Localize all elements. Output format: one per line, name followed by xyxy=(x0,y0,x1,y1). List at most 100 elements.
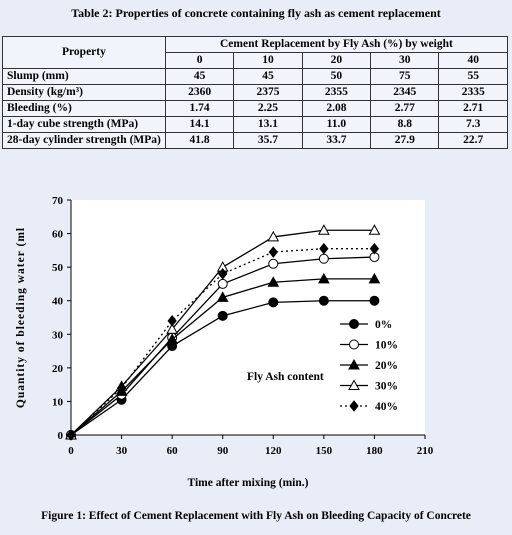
data-point xyxy=(318,272,330,284)
table-cell: 2.77 xyxy=(370,100,440,117)
table-cell: 50 xyxy=(301,68,372,85)
y-tick-label: 60 xyxy=(52,229,64,241)
x-axis-label: Time after mixing (min.) xyxy=(188,477,309,489)
table-cell: 55 xyxy=(438,68,508,85)
table-row: Density (kg/m³) 2360 2375 2355 2345 2335 xyxy=(2,84,508,101)
table-cell: 2345 xyxy=(370,84,440,101)
legend-label: 40% xyxy=(375,401,398,413)
bleeding-chart: 0 30 60 90 120 150 180 210 0 10 20 30 40 50 60 70 Time a… xyxy=(0,186,512,506)
x-tick-label: 60 xyxy=(167,445,179,457)
table-cell: 7.3 xyxy=(438,116,508,133)
legend-marker xyxy=(348,358,360,370)
table-cell: 41.8 xyxy=(164,132,235,149)
legend-label: 0% xyxy=(375,319,392,331)
level-header: 40 xyxy=(438,52,508,69)
y-tick-label: 0 xyxy=(58,430,64,442)
data-point xyxy=(66,429,76,441)
legend-label: 20% xyxy=(375,360,398,372)
table-cell: 35.7 xyxy=(233,132,303,149)
data-point xyxy=(268,258,279,269)
table-row: Bleeding (%) 1.74 2.25 2.08 2.77 2.71 xyxy=(2,100,508,117)
replacement-group-header: Cement Replacement by Fly Ash (%) by wei… xyxy=(164,36,509,53)
data-point xyxy=(369,242,380,255)
row-label: 1-day cube strength (MPa) xyxy=(2,116,166,133)
data-point xyxy=(318,224,330,235)
legend-title: Fly Ash content xyxy=(247,371,324,383)
table-cell: 2.08 xyxy=(301,100,372,117)
table-cell: 33.7 xyxy=(301,132,372,149)
legend-label: 30% xyxy=(375,381,398,393)
properties-table: Property Cement Replacement by Fly Ash (… xyxy=(2,36,509,149)
table-title: Table 2: Properties of concrete containi… xyxy=(71,6,441,20)
table-row: 1-day cube strength (MPa) 14.1 13.1 11.0… xyxy=(2,116,508,133)
property-header: Property xyxy=(2,36,166,69)
y-tick-label: 40 xyxy=(52,296,64,308)
level-header: 0 xyxy=(164,52,235,69)
data-point xyxy=(369,295,380,306)
table-cell: 2.25 xyxy=(233,100,303,117)
data-point xyxy=(268,297,279,308)
y-tick-label: 20 xyxy=(52,363,64,375)
x-tick-label: 120 xyxy=(265,445,282,457)
chart-svg: 0 30 60 90 120 150 180 210 0 10 20 30 40 50 60 70 Time a… xyxy=(15,195,434,489)
data-point xyxy=(116,382,127,394)
table-cell: 2360 xyxy=(164,84,235,101)
x-tick-label: 210 xyxy=(417,445,434,457)
y-tick-label: 30 xyxy=(52,329,64,341)
table-cell: 75 xyxy=(370,68,440,85)
data-point xyxy=(218,268,228,280)
table-row: Slump (mm) 45 45 50 75 55 xyxy=(2,68,508,85)
table-cell: 2.71 xyxy=(438,100,508,117)
table-cell: 27.9 xyxy=(370,132,440,149)
x-tick-label: 0 xyxy=(68,445,74,457)
level-header: 20 xyxy=(301,52,372,69)
table-cell: 2355 xyxy=(301,84,372,101)
x-tick-label: 150 xyxy=(316,445,333,457)
legend-marker xyxy=(348,379,360,390)
table-cell: 45 xyxy=(233,68,303,85)
data-point xyxy=(268,246,278,258)
x-tick-label: 30 xyxy=(116,445,128,457)
row-label: Slump (mm) xyxy=(2,68,166,85)
table-cell: 22.7 xyxy=(438,132,508,149)
table-header-row: Property Cement Replacement by Fly Ash (… xyxy=(2,36,509,69)
legend-marker xyxy=(349,339,359,350)
legend-marker xyxy=(349,319,359,329)
data-point xyxy=(166,323,178,334)
data-point xyxy=(368,224,381,235)
levels-row: 0 10 20 30 40 xyxy=(3,52,508,69)
x-tick-label: 90 xyxy=(217,445,229,457)
row-label: Density (kg/m³) xyxy=(2,84,166,101)
data-point xyxy=(167,315,177,327)
data-point xyxy=(318,253,329,264)
data-point xyxy=(319,242,329,255)
data-point xyxy=(217,278,228,289)
y-tick-label: 70 xyxy=(52,195,64,207)
table-cell: 13.1 xyxy=(233,116,303,133)
level-header: 30 xyxy=(370,52,440,69)
table-cell: 2335 xyxy=(438,84,508,101)
table-cell: 1.74 xyxy=(164,100,235,117)
table-cell: 11.0 xyxy=(301,116,372,133)
data-point xyxy=(318,295,329,306)
data-point xyxy=(216,291,229,302)
level-header: 10 xyxy=(233,52,303,69)
table-cell: 14.1 xyxy=(164,116,235,133)
y-axis-label: Quantity of bleeding water (ml xyxy=(15,227,27,408)
table-cell: 45 xyxy=(164,68,235,85)
y-tick-label: 50 xyxy=(52,262,64,274)
table-cell: 2375 xyxy=(233,84,303,101)
data-point xyxy=(166,333,178,344)
row-label: 28-day cylinder strength (MPa) xyxy=(2,132,166,149)
figure-caption: Figure 1: Effect of Cement Replacement w… xyxy=(41,510,471,522)
data-point xyxy=(217,310,228,321)
legend-label: 10% xyxy=(375,340,398,352)
data-point xyxy=(368,272,381,284)
y-tick-label: 10 xyxy=(52,396,64,408)
table-cell: 8.8 xyxy=(370,116,440,133)
plot-area xyxy=(71,200,425,435)
data-point xyxy=(267,276,280,287)
legend-marker xyxy=(349,400,359,412)
data-point xyxy=(267,230,280,242)
x-tick-label: 180 xyxy=(366,445,383,457)
